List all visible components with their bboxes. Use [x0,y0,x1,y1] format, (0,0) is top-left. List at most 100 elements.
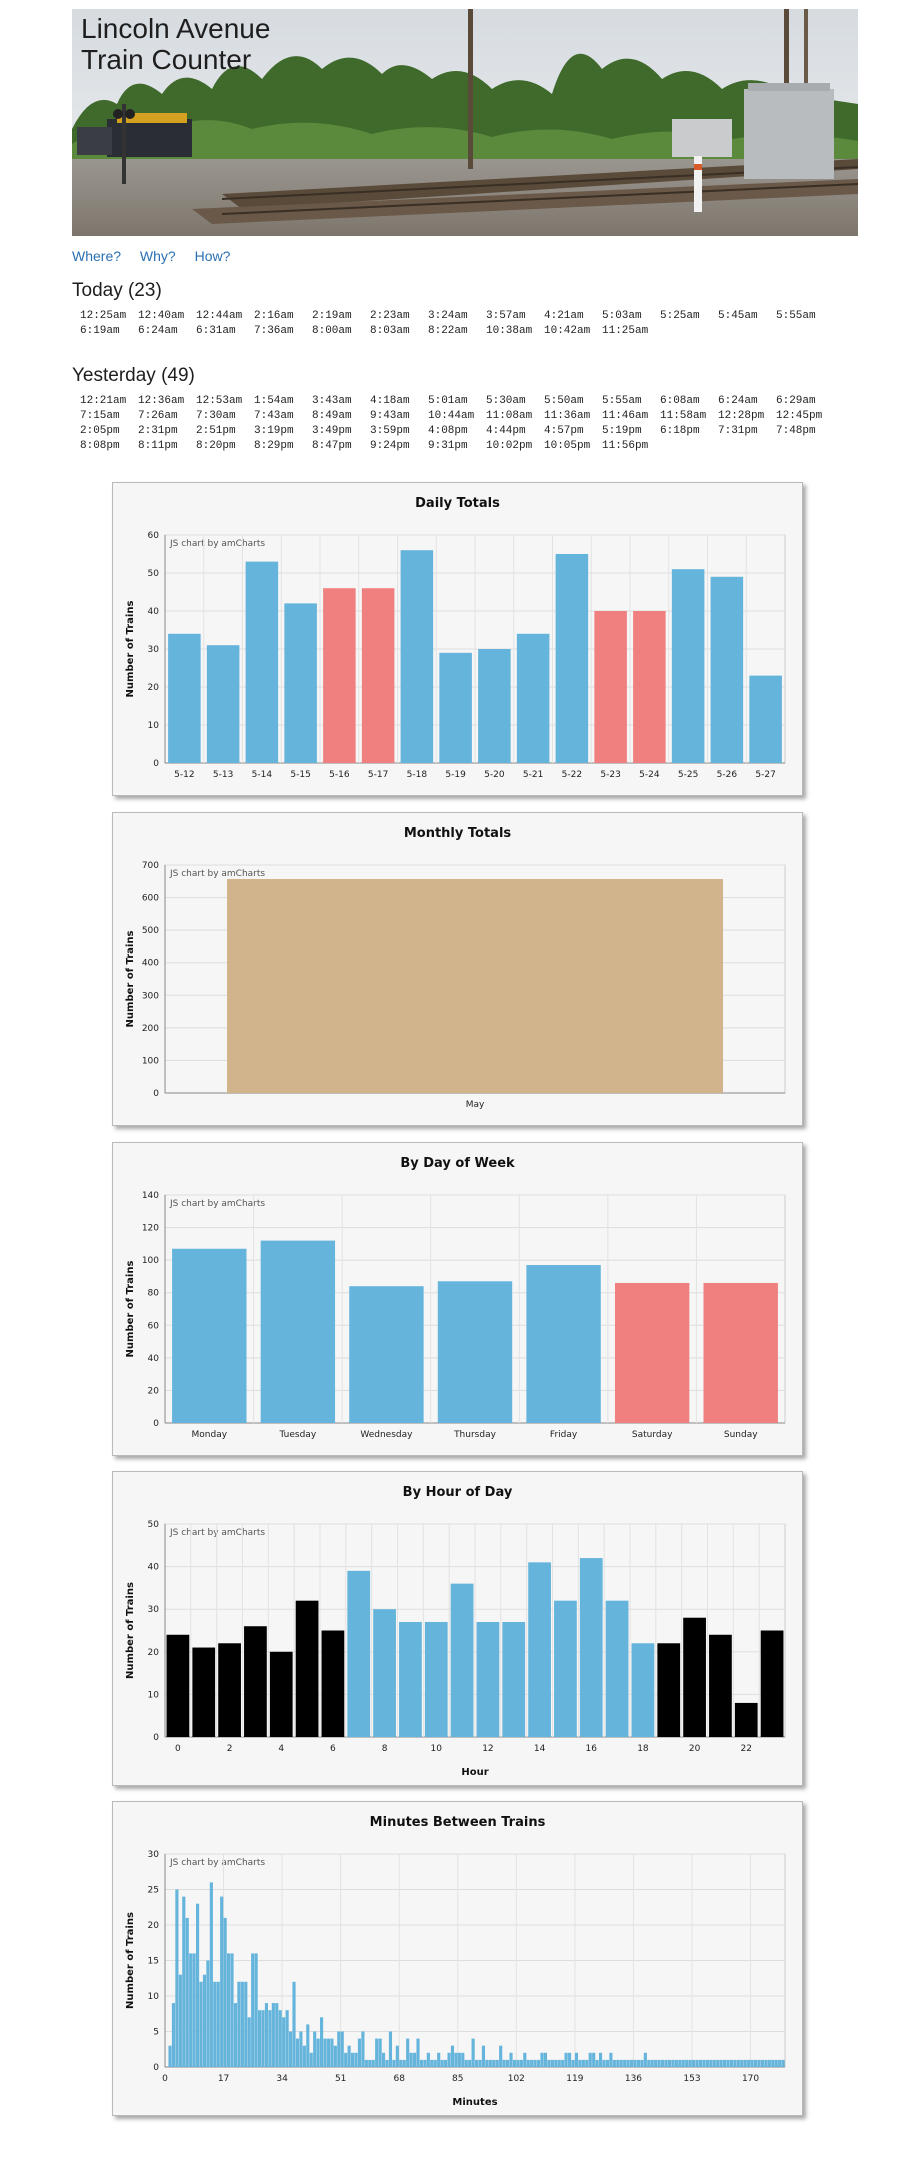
bar [528,1562,551,1737]
chart-card-monthly: Monthly Totals 0 100 200 300 400 500 600 700 Numb… [112,812,803,1126]
histogram-bar [574,2052,579,2067]
bar [260,1240,336,1423]
x-tick-label: May [466,1100,485,1110]
histogram-bar [447,2052,451,2067]
yesterday-time: 11:56pm [602,440,649,452]
histogram-bar [450,2045,455,2067]
histogram-bar [767,2059,771,2067]
histogram-bar [364,2059,368,2067]
bar [373,1609,396,1737]
histogram-bar [581,2059,585,2067]
bar [710,576,744,763]
bar [555,554,589,763]
x-tick-label: 18 [637,1744,649,1754]
bar [437,1281,513,1423]
bar [295,1600,319,1737]
histogram-bar [533,2059,537,2067]
histogram-bar [692,2059,696,2067]
chart-title: Minutes Between Trains [370,1815,546,1830]
histogram-bar [481,2045,486,2067]
x-tick-label: 5-15 [290,770,310,780]
today-time: 6:19am [80,325,120,337]
histogram-bar [320,2017,324,2067]
y-axis-label: Number of Trains [125,931,136,1028]
chart-title: Daily Totals [415,496,500,511]
yesterday-time: 8:11pm [138,440,178,452]
histogram-bar [650,2059,654,2067]
today-time: 5:25am [660,310,700,322]
x-tick-label: Thursday [453,1430,497,1440]
bar [657,1643,681,1737]
histogram-bar [357,2038,362,2067]
histogram-bar [323,2038,327,2067]
yesterday-time: 11:46am [602,410,649,422]
yesterday-time: 11:08am [486,410,533,422]
histogram-bar [295,2038,300,2067]
histogram-bar [764,2059,768,2067]
y-tick-label: 400 [142,959,159,969]
nav-link-why[interactable]: Why? [139,248,176,264]
nav-link-where[interactable]: Where? [72,248,122,264]
yesterday-time: 2:31pm [138,425,178,437]
histogram-bar [716,2059,720,2067]
histogram-bar [561,2059,565,2067]
bar [709,1634,732,1737]
yesterday-time: 8:08pm [80,440,120,452]
x-tick-label: Saturday [632,1430,673,1440]
yesterday-time: 6:24am [718,395,758,407]
histogram-bar [485,2059,489,2067]
histogram-bar [778,2059,782,2067]
histogram-bar [388,2031,393,2067]
histogram-bar [251,1953,255,2067]
y-tick-label: 20 [148,1921,160,1931]
nav-link-how[interactable]: How? [194,248,231,264]
histogram-bar [719,2059,723,2067]
x-tick-label: 5-27 [755,770,775,780]
today-time: 5:03am [602,310,642,322]
chart-credit: JS chart by amCharts [169,1199,265,1209]
histogram-bar [254,1953,258,2067]
yesterday-time: 6:08am [660,395,700,407]
bar [400,550,434,763]
yesterday-time: 8:29pm [254,440,294,452]
histogram-bar [671,2059,675,2067]
histogram-bar [468,2059,472,2067]
histogram-bar [585,2059,589,2067]
histogram-bar [258,2010,262,2067]
histogram-bar [192,1953,196,2067]
histogram-bar [488,2059,492,2067]
yesterday-time: 3:59pm [370,425,410,437]
histogram-bar [592,2052,596,2067]
y-tick-label: 0 [153,2063,159,2073]
yesterday-time: 2:05pm [80,425,120,437]
y-axis-label: Number of Trains [125,1582,136,1679]
histogram-bar [261,2010,265,2067]
x-tick-label: 5-14 [252,770,273,780]
histogram-bar [457,2052,461,2067]
x-tick-label: Wednesday [360,1430,413,1440]
histogram-bar [437,2052,441,2067]
today-heading: Today (23) [72,280,162,301]
x-axis-label: Hour [461,1767,488,1778]
histogram-bar [547,2059,551,2067]
histogram-bar [199,1981,203,2067]
histogram-bar [247,2017,251,2067]
yesterday-time: 12:53am [196,395,243,407]
histogram-bar [492,2059,496,2067]
yesterday-time: 9:43am [370,410,410,422]
histogram-bar [774,2059,778,2067]
x-tick-label: 102 [508,2074,525,2084]
histogram-bar [588,2052,592,2067]
bar [526,1265,601,1423]
x-axis-label: Minutes [452,2097,497,2108]
histogram-bar [643,2052,647,2067]
histogram-bar [361,2031,365,2067]
histogram-bar [189,1953,193,2067]
histogram-bar [578,2059,582,2067]
x-tick-label: Friday [550,1430,578,1440]
histogram-bar [196,1903,200,2067]
histogram-bar [695,2059,699,2067]
yesterday-time: 7:31pm [718,425,758,437]
histogram-bar [475,2059,479,2067]
histogram-bar [630,2059,634,2067]
